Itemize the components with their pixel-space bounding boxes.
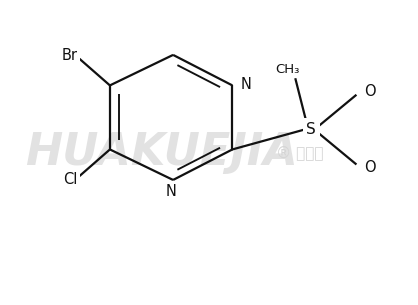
Text: ® 化学加: ® 化学加 (276, 145, 323, 160)
Text: Br: Br (61, 48, 77, 63)
Text: N: N (166, 184, 176, 199)
Text: CH₃: CH₃ (275, 63, 300, 76)
Text: O: O (364, 84, 376, 99)
Text: HUAKUEJIA: HUAKUEJIA (25, 131, 298, 174)
Text: S: S (306, 122, 316, 137)
Text: O: O (364, 160, 376, 175)
Text: N: N (241, 77, 252, 92)
Text: Cl: Cl (63, 171, 78, 187)
